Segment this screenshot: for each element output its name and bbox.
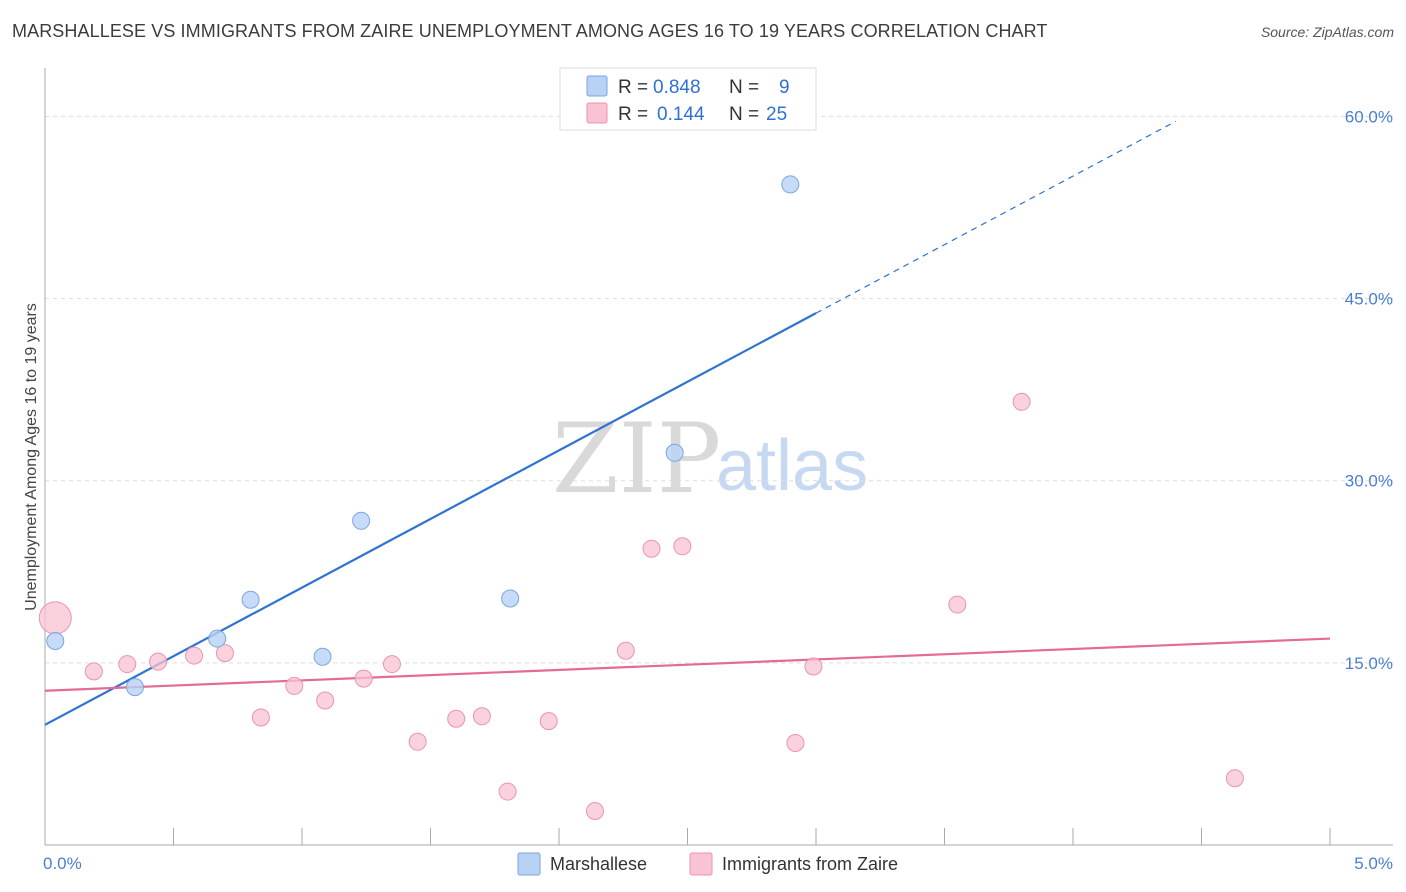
legend-swatch-zaire	[586, 102, 608, 124]
y-axis-title: Unemployment Among Ages 16 to 19 years	[23, 303, 40, 611]
data-point-zaire	[642, 539, 661, 558]
data-point-zaire	[118, 655, 137, 674]
bottom-legend-marshallese: Marshallese	[550, 854, 647, 874]
data-point-zaire	[585, 802, 604, 820]
data-point-zaire	[38, 601, 72, 635]
data-point-zaire	[149, 652, 168, 671]
data-point-zaire	[382, 655, 401, 674]
data-point-zaire	[316, 691, 335, 710]
data-point-marshallese	[501, 589, 520, 608]
data-point-marshallese	[352, 511, 371, 530]
data-point-zaire	[786, 734, 805, 752]
data-point-zaire	[539, 712, 558, 731]
x-tick-label: 0.0%	[43, 854, 82, 873]
data-point-marshallese	[208, 629, 227, 648]
trendline-marshallese	[44, 312, 817, 726]
y-tick-label: 60.0%	[1345, 107, 1393, 126]
axis-tick-labels: 15.0% 30.0% 45.0% 60.0% 0.0% 5.0%	[43, 107, 1393, 873]
legend-n-value-2: 25	[766, 104, 787, 125]
y-tick-label: 15.0%	[1345, 654, 1393, 673]
legend-r-value-1: 0.848	[653, 77, 701, 98]
y-tick-label: 45.0%	[1345, 290, 1393, 309]
watermark-atlas: atlas	[716, 426, 868, 506]
scatter-points	[38, 175, 1244, 820]
legend-swatch-marshallese	[586, 75, 608, 97]
data-point-zaire	[472, 707, 491, 726]
data-point-zaire	[447, 709, 466, 728]
source-label: Source: ZipAtlas.com	[1260, 24, 1394, 40]
grid-lines	[45, 115, 1393, 664]
data-point-zaire	[285, 676, 304, 695]
legend-n-label-1: N =	[729, 77, 759, 98]
data-point-zaire	[84, 662, 103, 681]
data-point-zaire	[1012, 392, 1031, 411]
data-point-zaire	[498, 782, 517, 801]
data-point-zaire	[215, 644, 234, 663]
legend-r-label-1: R =	[618, 77, 648, 98]
trend-lines	[44, 120, 1331, 726]
data-point-marshallese	[46, 632, 65, 650]
watermark-zip: ZIP	[552, 403, 721, 515]
trendline-marshallese-extension	[815, 120, 1177, 314]
y-tick-label: 30.0%	[1345, 472, 1393, 491]
bottom-legend-swatch-marshallese	[517, 852, 541, 876]
legend-r-label-2: R =	[618, 104, 648, 125]
correlation-legend: R = 0.848 N = 9 R = 0.144 N = 25	[559, 67, 817, 131]
data-point-zaire	[804, 657, 823, 676]
data-point-marshallese	[241, 590, 260, 609]
x-tick-label: 5.0%	[1354, 854, 1393, 873]
data-point-zaire	[1225, 769, 1244, 788]
data-point-marshallese	[313, 647, 332, 666]
data-point-marshallese	[125, 678, 144, 697]
trendline-zaire	[44, 637, 1331, 692]
bottom-legend-zaire: Immigrants from Zaire	[722, 854, 898, 874]
bottom-legend-swatch-zaire	[689, 852, 713, 876]
x-axis-ticks	[173, 828, 1331, 845]
data-point-zaire	[673, 537, 692, 556]
legend-r-value-2: 0.144	[657, 104, 705, 125]
data-point-marshallese	[781, 175, 800, 194]
series-legend: Marshallese Immigrants from Zaire	[517, 852, 898, 876]
chart-title: MARSHALLESE VS IMMIGRANTS FROM ZAIRE UNE…	[12, 21, 1048, 41]
data-point-zaire	[354, 669, 373, 688]
data-point-marshallese	[665, 443, 684, 462]
data-point-zaire	[408, 732, 427, 751]
data-point-zaire	[185, 646, 204, 665]
data-point-zaire	[251, 708, 270, 727]
legend-n-label-2: N =	[729, 104, 759, 125]
legend-n-value-1: 9	[779, 77, 790, 98]
data-point-zaire	[948, 595, 967, 614]
data-point-zaire	[616, 641, 635, 660]
